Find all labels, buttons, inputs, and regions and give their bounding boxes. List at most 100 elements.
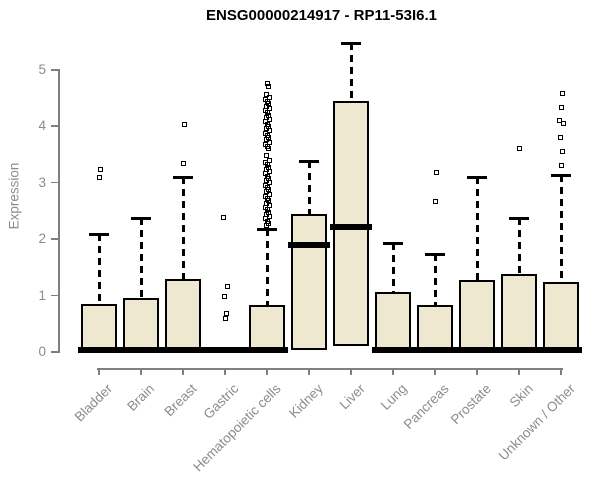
- outlier-point-gastric: [224, 283, 230, 289]
- median-line-skin: [498, 347, 540, 354]
- x-axis-label-breast: Breast: [161, 381, 200, 420]
- x-axis-tick: [224, 368, 226, 375]
- y-axis-tick-label: 1: [38, 287, 46, 303]
- outlier-point-hematopoietic-cells: [265, 146, 271, 152]
- y-axis-tick: [51, 294, 58, 297]
- whisker-upper-prostate: [475, 177, 479, 280]
- outlier-point-unknown-other: [560, 121, 566, 127]
- x-axis-label-brain: Brain: [124, 381, 158, 414]
- outlier-point-bladder: [97, 167, 103, 173]
- box-iqr-unknown-other: [543, 282, 579, 352]
- outlier-point-unknown-other: [556, 118, 562, 124]
- whisker-upper-skin: [517, 217, 521, 275]
- x-axis-tick: [98, 368, 100, 375]
- median-line-pancreas: [414, 347, 456, 354]
- y-axis-tick: [51, 181, 58, 184]
- x-axis-label-unknown-other: Unknown / Other: [495, 381, 578, 464]
- x-axis-tick: [560, 368, 562, 375]
- outlier-point-pancreas: [432, 199, 438, 205]
- box-iqr-breast: [165, 278, 201, 352]
- outlier-point-hematopoietic-cells: [263, 223, 269, 229]
- outlier-point-unknown-other: [559, 148, 565, 154]
- x-axis-label-gastric: Gastric: [200, 381, 242, 422]
- outlier-point-pancreas: [433, 169, 439, 175]
- x-axis-tick: [476, 368, 478, 375]
- x-axis-label-kidney: Kidney: [285, 381, 326, 421]
- y-axis-title: Expression: [6, 162, 22, 230]
- whisker-cap-lung: [383, 241, 403, 245]
- whisker-upper-hematopoietic-cells: [265, 229, 269, 305]
- whisker-cap-breast: [173, 176, 193, 180]
- x-axis-label-lung: Lung: [377, 381, 410, 413]
- outlier-point-gastric: [223, 310, 229, 316]
- whisker-cap-bladder: [89, 232, 109, 236]
- outlier-point-unknown-other: [559, 90, 565, 96]
- y-axis-tick-label: 5: [38, 62, 46, 77]
- y-axis-tick-label: 0: [38, 344, 46, 359]
- y-axis-tick-label: 4: [38, 118, 46, 134]
- y-axis-tick: [51, 69, 58, 71]
- median-line-lung: [372, 347, 414, 354]
- y-axis-tick-label: 3: [38, 174, 46, 190]
- outlier-point-unknown-other: [558, 105, 564, 111]
- box-iqr-kidney: [291, 214, 327, 351]
- whisker-upper-liver: [349, 42, 353, 101]
- whisker-cap-hematopoietic-cells: [257, 228, 277, 232]
- median-line-liver: [330, 224, 372, 231]
- whisker-cap-kidney: [299, 160, 319, 164]
- y-axis-tick-label: 2: [38, 231, 46, 247]
- outlier-point-gastric: [221, 294, 227, 300]
- box-iqr-bladder: [81, 304, 117, 352]
- median-line-gastric: [204, 347, 246, 354]
- x-axis-label-skin: Skin: [506, 381, 536, 411]
- x-axis-tick: [518, 368, 520, 375]
- whisker-upper-unknown-other: [559, 174, 563, 283]
- whisker-cap-brain: [131, 217, 151, 221]
- y-axis-line: [58, 69, 60, 353]
- whisker-cap-liver: [341, 41, 361, 45]
- outlier-point-gastric: [220, 215, 226, 221]
- outlier-point-breast: [180, 160, 186, 166]
- median-line-kidney: [288, 241, 330, 248]
- median-line-bladder: [78, 347, 120, 354]
- median-line-brain: [120, 347, 162, 354]
- x-axis-tick: [182, 368, 184, 375]
- whisker-cap-prostate: [467, 176, 487, 180]
- x-axis-label-prostate: Prostate: [447, 381, 494, 428]
- outlier-point-breast: [181, 122, 187, 128]
- box-iqr-skin: [501, 274, 537, 352]
- x-axis-tick: [308, 368, 310, 375]
- x-axis-tick: [350, 368, 352, 375]
- outlier-point-skin: [516, 145, 522, 151]
- median-line-prostate: [456, 347, 498, 354]
- whisker-upper-brain: [139, 218, 143, 299]
- x-axis-tick: [266, 368, 268, 375]
- median-line-hematopoietic-cells: [246, 347, 288, 354]
- whisker-upper-kidney: [307, 161, 311, 215]
- whisker-upper-bladder: [97, 233, 101, 305]
- outlier-point-unknown-other: [557, 134, 563, 140]
- x-axis-tick: [434, 368, 436, 375]
- x-axis-label-liver: Liver: [336, 381, 368, 413]
- x-axis-label-bladder: Bladder: [72, 381, 116, 425]
- x-axis-tick: [392, 368, 394, 375]
- y-axis-tick: [51, 351, 58, 353]
- whisker-upper-breast: [181, 177, 185, 279]
- box-iqr-liver: [333, 101, 369, 346]
- x-axis-label-pancreas: Pancreas: [400, 381, 452, 432]
- whisker-cap-pancreas: [425, 252, 445, 256]
- whisker-upper-pancreas: [433, 253, 437, 305]
- y-axis-tick: [51, 125, 58, 127]
- outlier-point-hematopoietic-cells: [265, 84, 271, 90]
- box-iqr-prostate: [459, 279, 495, 352]
- outlier-point-hematopoietic-cells: [264, 81, 270, 87]
- box-iqr-pancreas: [417, 304, 453, 352]
- whisker-cap-skin: [509, 216, 529, 220]
- box-iqr-lung: [375, 292, 411, 352]
- y-axis-tick: [51, 238, 58, 240]
- chart-title: ENSG00000214917 - RP11-53I6.1: [206, 7, 437, 24]
- box-iqr-brain: [123, 298, 159, 352]
- outlier-point-bladder: [96, 175, 102, 181]
- x-axis-tick: [140, 368, 142, 375]
- outlier-point-unknown-other: [558, 163, 564, 169]
